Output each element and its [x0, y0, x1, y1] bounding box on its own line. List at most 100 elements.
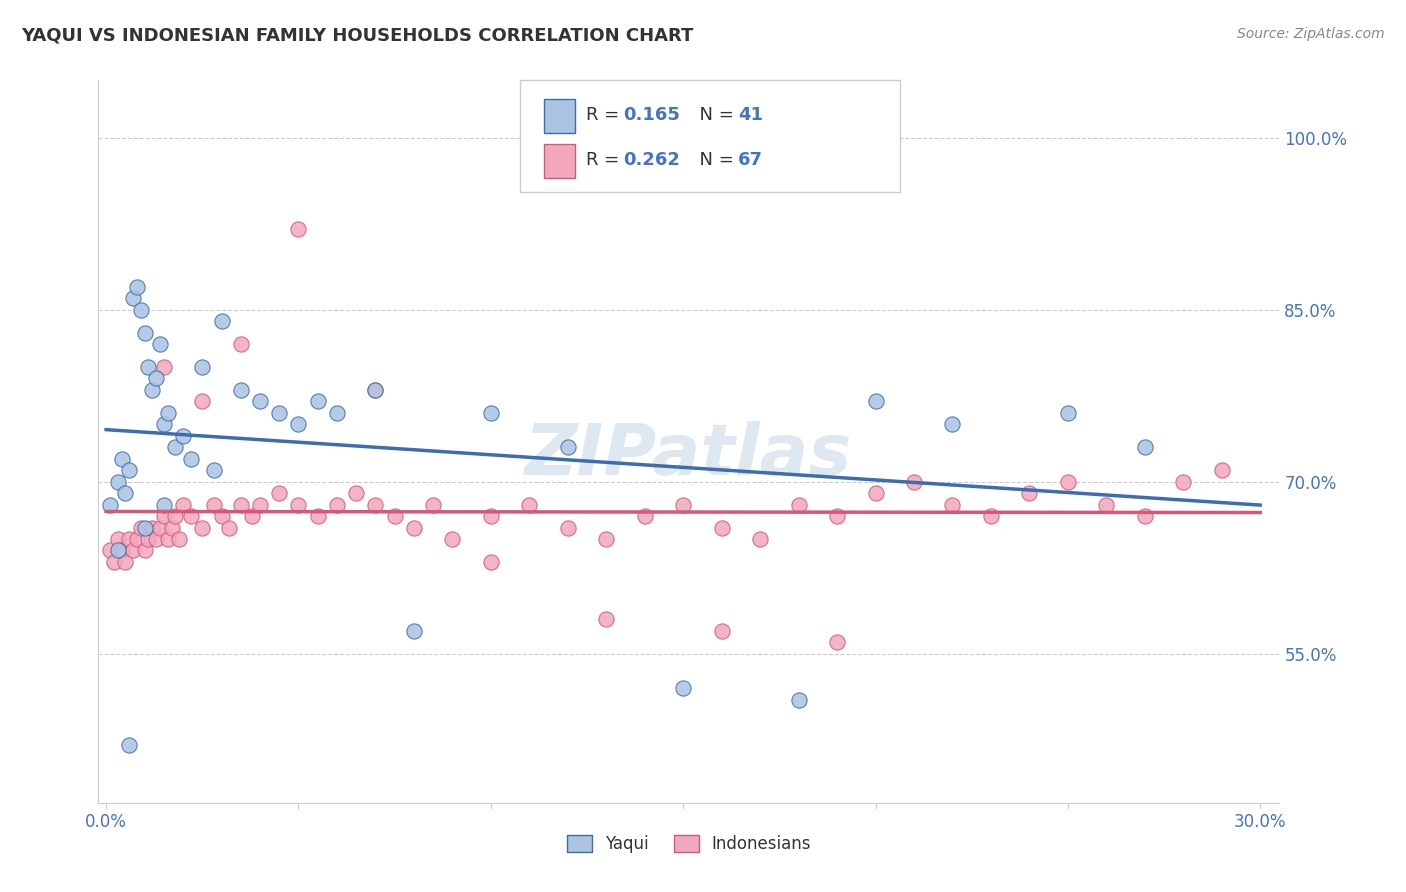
Point — [172, 498, 194, 512]
Point — [156, 406, 179, 420]
Point — [134, 543, 156, 558]
Point — [269, 486, 291, 500]
Point — [110, 451, 132, 466]
Point — [122, 543, 145, 558]
Point — [118, 532, 141, 546]
Point — [211, 509, 233, 524]
Point — [110, 543, 132, 558]
Point — [1057, 406, 1080, 420]
Point — [364, 383, 387, 397]
Point — [287, 222, 309, 236]
Point — [980, 509, 1002, 524]
Point — [153, 498, 176, 512]
Point — [595, 532, 617, 546]
Point — [138, 359, 160, 374]
Point — [364, 383, 387, 397]
Point — [1057, 475, 1080, 489]
Point — [98, 543, 121, 558]
Point — [156, 532, 179, 546]
Point — [153, 509, 176, 524]
Point — [202, 463, 225, 477]
Point — [107, 543, 129, 558]
Point — [941, 498, 963, 512]
Text: R =: R = — [586, 106, 626, 124]
Point — [479, 509, 502, 524]
Text: N =: N = — [688, 106, 740, 124]
Point — [249, 498, 271, 512]
Point — [107, 475, 129, 489]
Point — [307, 394, 329, 409]
Point — [153, 417, 176, 432]
Point — [141, 520, 163, 534]
Legend: Yaqui, Indonesians: Yaqui, Indonesians — [560, 828, 818, 860]
Point — [307, 509, 329, 524]
Point — [287, 417, 309, 432]
Text: 0.165: 0.165 — [623, 106, 679, 124]
Point — [149, 337, 172, 351]
Point — [129, 520, 152, 534]
Text: N =: N = — [688, 151, 740, 169]
Point — [287, 498, 309, 512]
Point — [1211, 463, 1233, 477]
Point — [364, 498, 387, 512]
Text: ZIPatlas: ZIPatlas — [526, 422, 852, 491]
Point — [865, 486, 887, 500]
Point — [180, 451, 202, 466]
Point — [129, 302, 152, 317]
Point — [517, 498, 540, 512]
Point — [1133, 440, 1156, 454]
Point — [125, 279, 148, 293]
Point — [326, 406, 349, 420]
Point — [422, 498, 444, 512]
Point — [145, 371, 167, 385]
Point — [125, 532, 148, 546]
Point — [149, 520, 172, 534]
Text: 0.262: 0.262 — [623, 151, 679, 169]
Point — [825, 509, 848, 524]
Point — [145, 532, 167, 546]
Point — [1018, 486, 1040, 500]
Point — [1133, 509, 1156, 524]
Point — [218, 520, 240, 534]
Point — [557, 440, 579, 454]
Point — [710, 520, 733, 534]
Point — [634, 509, 657, 524]
Point — [825, 635, 848, 649]
Point — [202, 498, 225, 512]
Point — [787, 692, 810, 706]
Point — [441, 532, 464, 546]
Point — [180, 509, 202, 524]
Point — [160, 520, 183, 534]
Point — [672, 498, 695, 512]
Point — [118, 463, 141, 477]
Point — [118, 739, 141, 753]
Point — [1173, 475, 1195, 489]
Point — [98, 498, 121, 512]
Point — [211, 314, 233, 328]
Point — [134, 326, 156, 340]
Point — [229, 498, 252, 512]
Point — [402, 624, 425, 638]
Point — [384, 509, 406, 524]
Point — [191, 520, 214, 534]
Point — [153, 359, 176, 374]
Point — [479, 555, 502, 569]
Point — [1095, 498, 1118, 512]
Point — [787, 498, 810, 512]
Text: 41: 41 — [738, 106, 763, 124]
Point — [672, 681, 695, 695]
Point — [229, 337, 252, 351]
Text: R =: R = — [586, 151, 626, 169]
Point — [103, 555, 125, 569]
Point — [229, 383, 252, 397]
Point — [749, 532, 772, 546]
Point — [172, 429, 194, 443]
Point — [344, 486, 367, 500]
Text: 67: 67 — [738, 151, 763, 169]
Point — [249, 394, 271, 409]
Point — [240, 509, 263, 524]
Point — [903, 475, 925, 489]
Text: YAQUI VS INDONESIAN FAMILY HOUSEHOLDS CORRELATION CHART: YAQUI VS INDONESIAN FAMILY HOUSEHOLDS CO… — [21, 27, 693, 45]
Point — [326, 498, 349, 512]
Point — [141, 383, 163, 397]
